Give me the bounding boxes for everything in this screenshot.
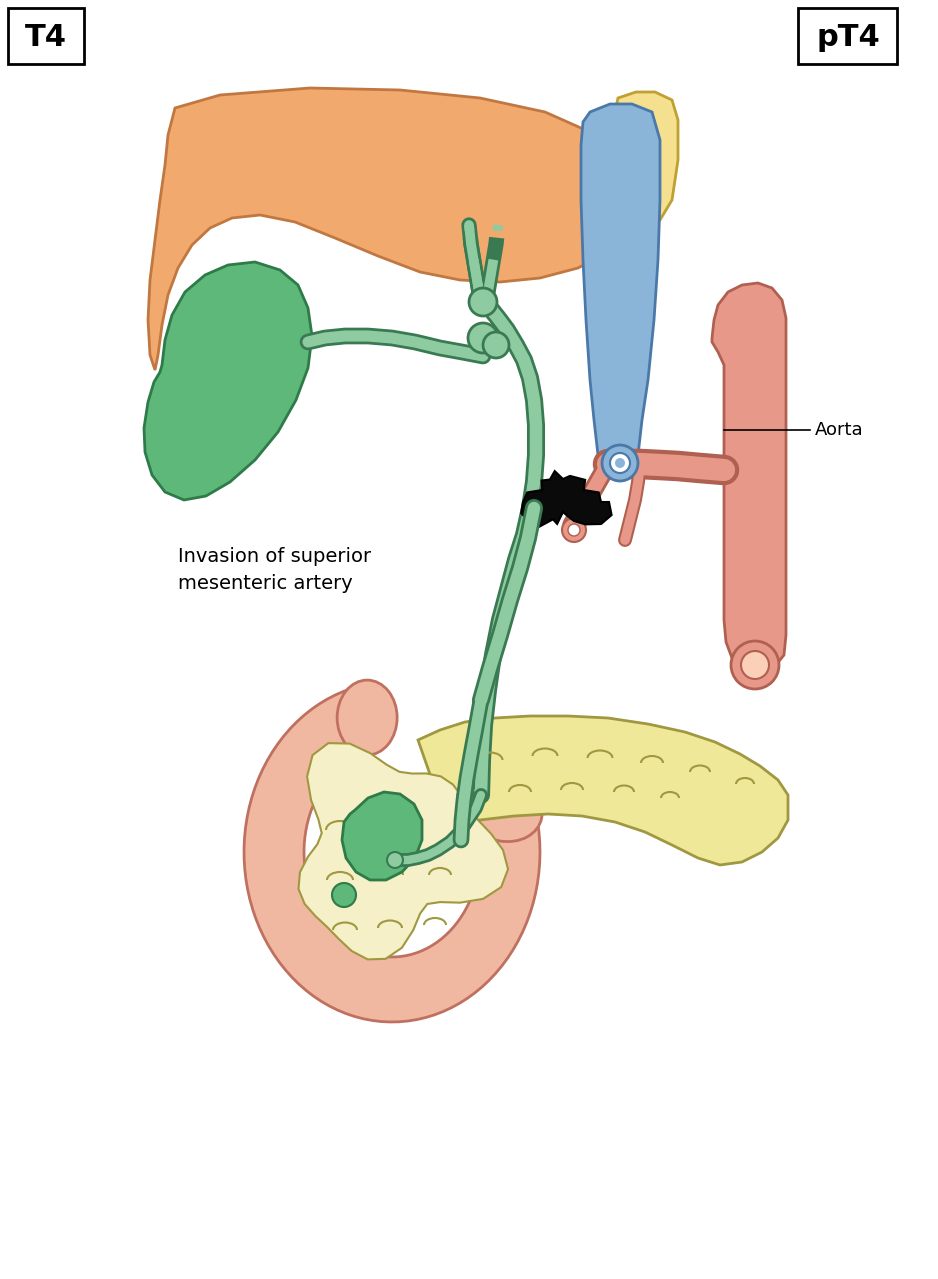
Polygon shape	[148, 88, 638, 370]
Polygon shape	[712, 283, 786, 671]
Polygon shape	[144, 262, 312, 500]
Text: Aorta: Aorta	[815, 421, 864, 439]
Circle shape	[741, 651, 769, 679]
Circle shape	[332, 883, 356, 907]
Circle shape	[483, 333, 509, 358]
Circle shape	[610, 453, 630, 473]
Circle shape	[562, 518, 586, 542]
Text: pT4: pT4	[816, 23, 880, 52]
Circle shape	[387, 852, 403, 868]
Polygon shape	[522, 471, 612, 528]
Text: Invasion of superior
mesenteric artery: Invasion of superior mesenteric artery	[178, 547, 371, 592]
FancyBboxPatch shape	[798, 8, 897, 64]
Polygon shape	[298, 743, 508, 959]
Polygon shape	[581, 104, 660, 472]
Polygon shape	[342, 792, 422, 880]
Circle shape	[469, 288, 497, 316]
Circle shape	[568, 524, 580, 536]
Circle shape	[468, 324, 498, 353]
Circle shape	[731, 641, 779, 689]
FancyBboxPatch shape	[8, 8, 84, 64]
Ellipse shape	[337, 680, 397, 755]
Ellipse shape	[467, 781, 542, 842]
Polygon shape	[608, 92, 678, 228]
Polygon shape	[244, 686, 540, 1022]
Polygon shape	[418, 716, 788, 865]
Text: T4: T4	[25, 23, 67, 52]
Circle shape	[615, 458, 625, 468]
Circle shape	[602, 445, 638, 481]
